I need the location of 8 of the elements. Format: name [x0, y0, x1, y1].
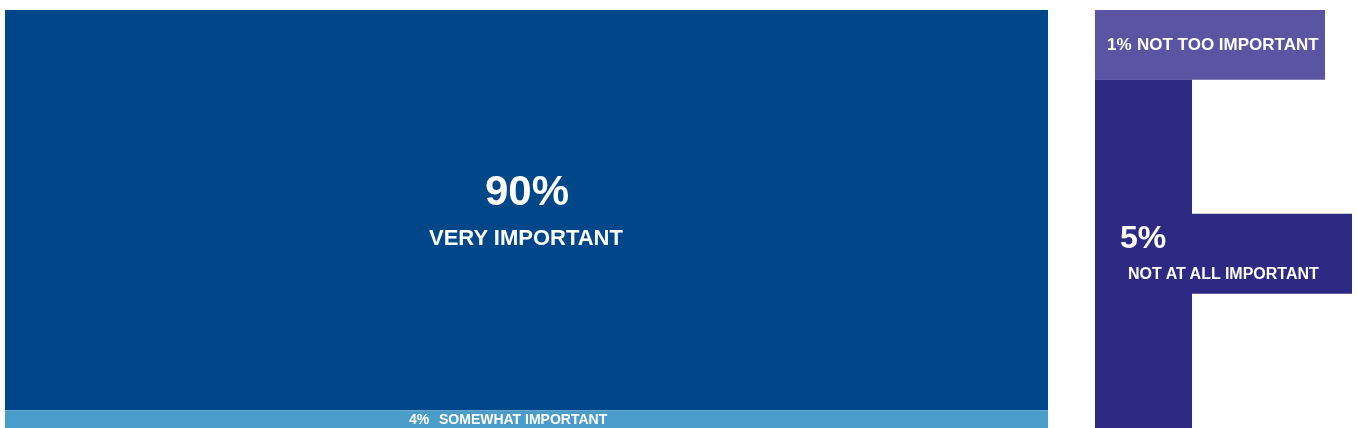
- category-label: SOMEWHAT IMPORTANT: [439, 411, 608, 427]
- data-label: 4%: [409, 411, 430, 427]
- category-label: VERY IMPORTANT: [429, 225, 624, 250]
- category-label: NOT TOO IMPORTANT: [1137, 35, 1320, 54]
- category-label: NOT AT ALL IMPORTANT: [1128, 265, 1320, 282]
- data-label: 1%: [1107, 35, 1132, 54]
- data-label: 90%: [485, 167, 570, 214]
- data-label: 5%: [1120, 219, 1167, 255]
